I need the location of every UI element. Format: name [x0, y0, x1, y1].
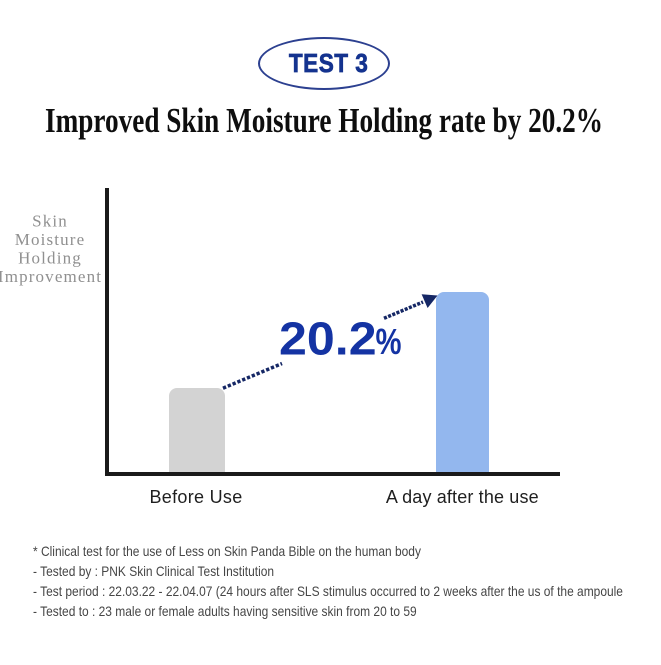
svg-text:Skin: Skin	[32, 211, 68, 230]
svg-text:A day after the use: A day after the use	[386, 487, 539, 507]
svg-text:20.2: 20.2	[279, 313, 377, 365]
svg-text:%: %	[376, 321, 402, 362]
svg-text:Before Use: Before Use	[149, 487, 242, 507]
svg-text:Improvement: Improvement	[0, 267, 102, 286]
svg-text:Moisture: Moisture	[15, 230, 86, 249]
svg-text:Holding: Holding	[18, 249, 82, 268]
